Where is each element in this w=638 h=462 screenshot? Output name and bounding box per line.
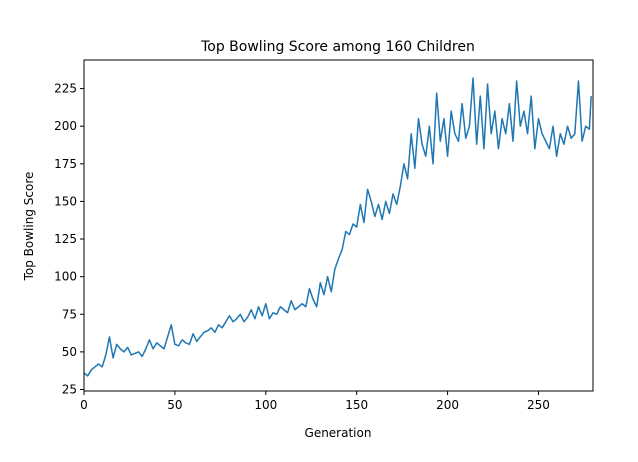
y-tick-label: 75 [62, 307, 77, 321]
x-tick-label: 100 [254, 398, 277, 412]
y-axis-label: Top Bowling Score [22, 172, 36, 282]
x-tick-label: 50 [167, 398, 182, 412]
x-axis-label: Generation [305, 426, 372, 440]
y-tick-label: 175 [54, 157, 77, 171]
y-tick-label: 100 [54, 270, 77, 284]
y-tick-label: 125 [54, 232, 77, 246]
x-tick-label: 200 [436, 398, 459, 412]
y-tick-label: 150 [54, 194, 77, 208]
y-tick-label: 225 [54, 82, 77, 96]
y-tick-label: 200 [54, 119, 77, 133]
x-tick-label: 0 [80, 398, 88, 412]
data-line [83, 77, 592, 377]
plot-frame [83, 59, 594, 392]
x-tick-label: 150 [345, 398, 368, 412]
y-tick-label: 50 [62, 345, 77, 359]
x-tick-label: 250 [527, 398, 550, 412]
y-tick-label: 25 [62, 382, 77, 396]
chart-title: Top Bowling Score among 160 Children [200, 39, 475, 55]
